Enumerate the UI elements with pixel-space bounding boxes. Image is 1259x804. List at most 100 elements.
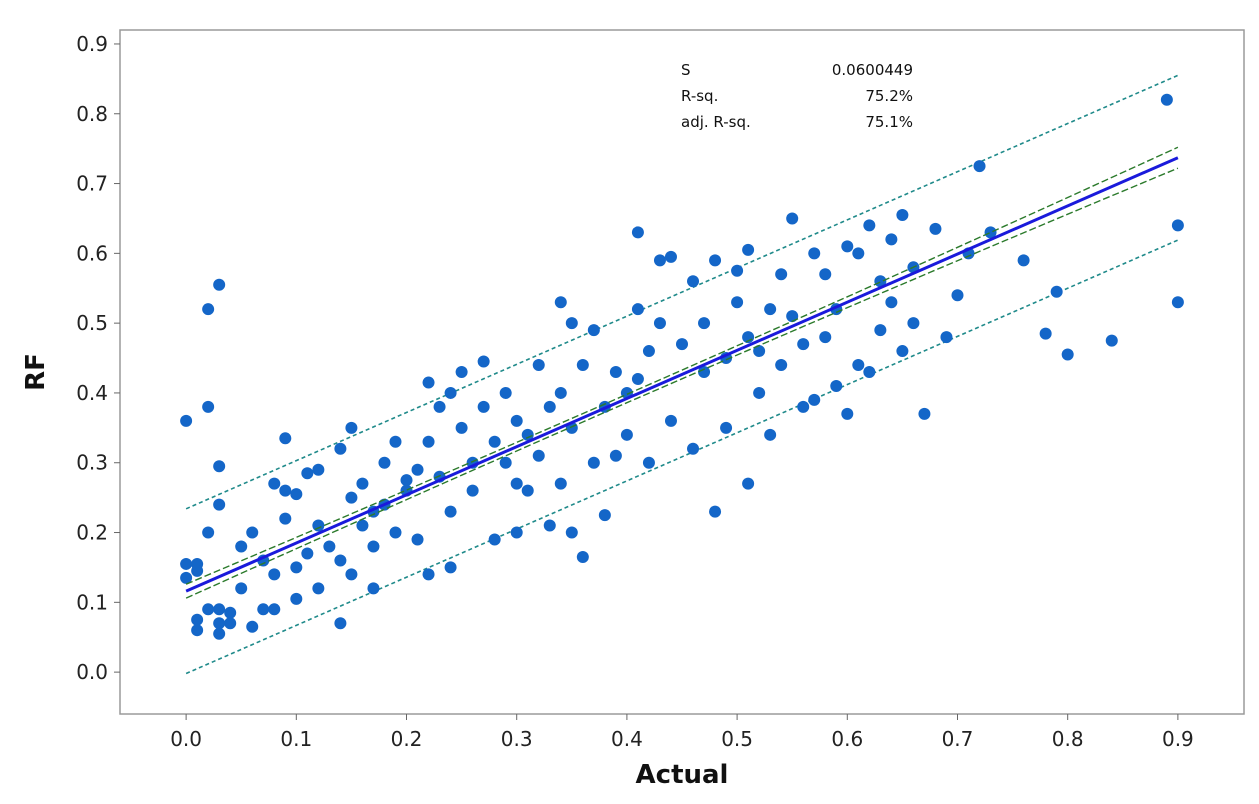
data-point <box>268 568 281 581</box>
data-point <box>598 509 611 522</box>
x-tick-label: 0.5 <box>721 727 753 751</box>
data-point <box>290 488 303 501</box>
data-point <box>786 212 799 225</box>
x-tick-label: 0.3 <box>501 727 533 751</box>
data-point <box>532 449 545 462</box>
y-tick-label: 0.1 <box>76 590 108 614</box>
data-point <box>1105 334 1118 347</box>
data-point <box>609 449 622 462</box>
data-point <box>488 435 501 448</box>
data-point <box>830 379 843 392</box>
data-point <box>587 324 600 337</box>
data-point <box>554 386 567 399</box>
data-point <box>488 533 501 546</box>
data-point <box>334 442 347 455</box>
data-point <box>290 592 303 605</box>
data-point <box>664 414 677 427</box>
data-point <box>191 564 204 577</box>
data-point <box>863 366 876 378</box>
data-point <box>819 331 832 344</box>
data-point <box>345 568 358 581</box>
y-tick-label: 0.3 <box>76 451 108 475</box>
data-point <box>235 540 248 553</box>
data-point <box>422 568 435 581</box>
data-point <box>775 359 788 372</box>
confidence-interval-band <box>185 146 1179 599</box>
data-point <box>477 400 490 413</box>
data-point <box>951 289 964 302</box>
data-point <box>709 254 722 267</box>
data-point <box>444 561 457 574</box>
data-point <box>797 338 810 351</box>
data-point <box>312 582 325 595</box>
data-point <box>1061 348 1074 361</box>
data-point <box>786 310 799 323</box>
data-point <box>400 474 413 487</box>
data-point <box>576 550 589 563</box>
data-point <box>874 324 887 337</box>
data-point <box>422 435 435 448</box>
data-point <box>885 296 898 309</box>
data-point <box>664 250 677 263</box>
data-point <box>642 456 655 469</box>
x-tick-label: 0.0 <box>170 727 202 751</box>
y-tick-label: 0.6 <box>76 241 108 265</box>
x-tick-label: 0.1 <box>280 727 312 751</box>
prediction-interval-band <box>185 74 1179 675</box>
data-point <box>907 317 920 330</box>
y-axis-ticks: 0.0 0.1 0.2 0.3 0.4 0.5 0.6 0.7 0.8 0.9 <box>76 32 120 684</box>
data-point <box>356 519 369 532</box>
data-points <box>180 93 1184 640</box>
stat-value: 0.0600449 <box>832 61 913 79</box>
data-point <box>863 219 876 232</box>
data-point <box>455 366 468 378</box>
data-point <box>312 519 325 532</box>
data-point <box>180 414 193 427</box>
data-point <box>896 345 909 358</box>
data-point <box>874 275 887 288</box>
data-point <box>554 296 567 309</box>
data-point <box>841 407 854 420</box>
data-point <box>885 233 898 246</box>
data-point <box>1039 327 1052 340</box>
data-point <box>510 526 523 539</box>
data-point <box>521 428 534 441</box>
data-point <box>411 533 424 546</box>
data-point <box>202 603 215 616</box>
data-point <box>180 557 193 570</box>
data-point <box>279 512 292 525</box>
data-point <box>808 393 821 406</box>
y-tick-label: 0.5 <box>76 311 108 335</box>
plot-frame <box>119 29 1245 715</box>
data-point <box>180 571 193 584</box>
data-point <box>620 428 633 441</box>
data-point <box>631 372 644 385</box>
data-point <box>202 526 215 539</box>
stats-table: S 0.0600449 R-sq. 75.2% adj. R-sq. 75.1% <box>681 61 913 131</box>
data-point <box>499 456 512 469</box>
data-point <box>1160 93 1173 106</box>
y-tick-label: 0.2 <box>76 521 108 545</box>
data-point <box>477 355 490 368</box>
data-point <box>191 613 204 626</box>
stat-value: 75.2% <box>865 87 913 105</box>
data-point <box>587 456 600 469</box>
x-tick-label: 0.8 <box>1052 727 1084 751</box>
data-point <box>224 606 237 619</box>
data-point <box>742 243 755 256</box>
data-point <box>676 338 688 351</box>
data-point <box>720 421 733 434</box>
data-point <box>257 603 270 616</box>
data-point <box>609 366 622 378</box>
data-point <box>235 582 248 595</box>
data-point <box>499 386 512 399</box>
data-point <box>819 268 832 281</box>
data-point <box>213 603 226 616</box>
data-point <box>433 400 446 413</box>
data-point <box>202 303 215 316</box>
data-point <box>753 345 766 358</box>
data-point <box>565 526 578 539</box>
data-point <box>290 561 303 574</box>
data-point <box>389 526 402 539</box>
